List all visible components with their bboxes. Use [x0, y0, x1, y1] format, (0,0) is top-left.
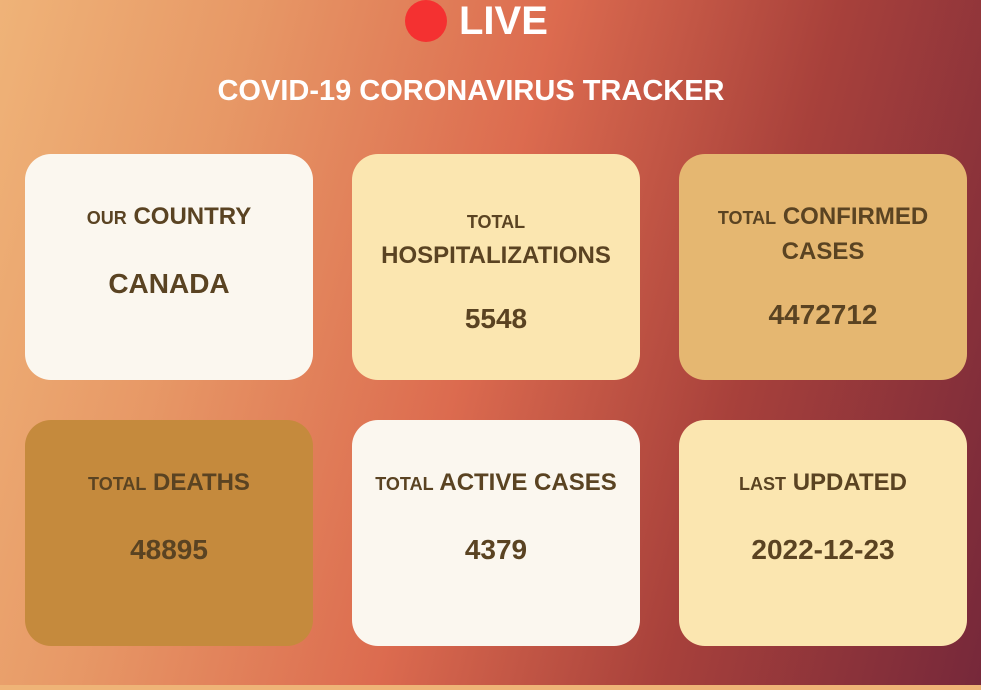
active-cases-card-prefix: TOTAL	[375, 474, 434, 494]
deaths-card-prefix: TOTAL	[88, 474, 147, 494]
country-card: OUR COUNTRY CANADA	[25, 154, 313, 380]
last-updated-card-prefix: LAST	[739, 474, 787, 494]
live-dot-icon	[405, 0, 447, 42]
active-cases-card-label: TOTAL ACTIVE CASES	[366, 466, 626, 501]
hospitalizations-card: TOTAL HOSPITALIZATIONS 5548	[352, 154, 640, 380]
active-cases-card-title: ACTIVE CASES	[439, 469, 617, 496]
confirmed-cases-card-title: CONFIRMED CASES	[781, 203, 929, 265]
deaths-card-value: 48895	[130, 534, 208, 565]
hospitalizations-card-value: 5548	[464, 303, 528, 334]
live-indicator: LIVE	[405, 0, 548, 42]
confirmed-cases-card-prefix: TOTAL	[717, 208, 777, 228]
deaths-card-title: DEATHS	[153, 469, 250, 496]
last-updated-card-title: UPDATED	[792, 469, 907, 496]
last-updated-card: LAST UPDATED 2022-12-23	[679, 420, 967, 646]
active-cases-card: TOTAL ACTIVE CASES 4379	[352, 420, 640, 646]
live-label: LIVE	[459, 0, 548, 43]
hospitalizations-card-label: TOTAL HOSPITALIZATIONS	[366, 204, 626, 272]
confirmed-cases-card: TOTAL CONFIRMED CASES 4472712	[679, 154, 967, 380]
last-updated-card-value: 2022-12-23	[751, 534, 895, 565]
country-card-title: COUNTRY	[133, 203, 252, 230]
hospitalizations-card-prefix: TOTAL	[466, 212, 526, 232]
country-card-value: CANADA	[108, 268, 230, 299]
page-title: COVID-19 CORONAVIRUS TRACKER	[217, 75, 725, 107]
confirmed-cases-card-value: 4472712	[768, 299, 878, 330]
deaths-card-label: TOTAL DEATHS	[39, 466, 299, 501]
hospitalizations-card-title: HOSPITALIZATIONS	[381, 242, 611, 269]
last-updated-card-label: LAST UPDATED	[693, 466, 953, 501]
confirmed-cases-card-label: TOTAL CONFIRMED CASES	[693, 200, 953, 268]
country-card-label: OUR COUNTRY	[39, 200, 299, 235]
country-card-prefix: OUR	[86, 208, 127, 228]
bottom-strip	[0, 685, 981, 690]
active-cases-card-value: 4379	[464, 534, 528, 565]
deaths-card: TOTAL DEATHS 48895	[25, 420, 313, 646]
